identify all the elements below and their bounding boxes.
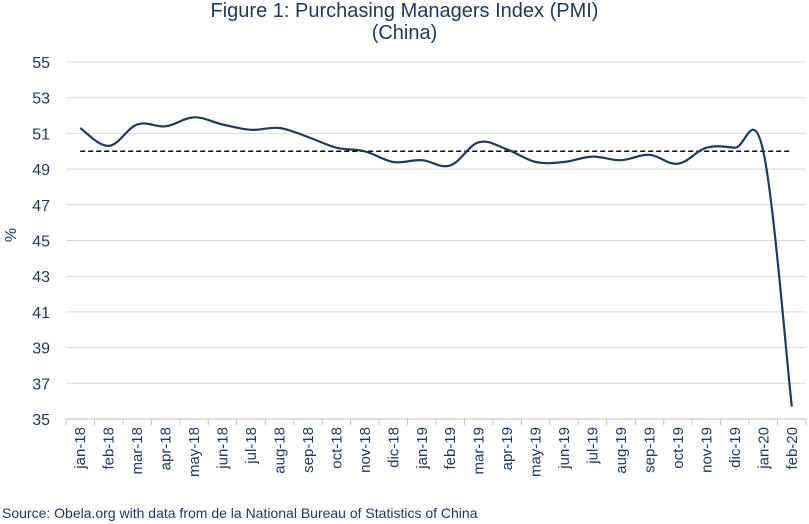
y-tick-label: 41 bbox=[32, 305, 50, 322]
x-tick-label: jan-18 bbox=[72, 427, 89, 470]
x-tick-label: dic-19 bbox=[727, 427, 744, 468]
x-tick-label: may-18 bbox=[186, 427, 203, 477]
y-tick-label: 47 bbox=[32, 198, 50, 215]
x-tick-label: feb-20 bbox=[784, 427, 801, 470]
x-tick-label: jul-18 bbox=[243, 427, 260, 465]
series-line-pmi bbox=[79, 116, 793, 407]
x-tick-label: mar-18 bbox=[129, 427, 146, 475]
x-tick-label: aug-19 bbox=[613, 427, 630, 474]
x-tick-label: aug-18 bbox=[271, 427, 288, 474]
x-tick-label: apr-19 bbox=[499, 427, 516, 470]
x-tick-label: nov-19 bbox=[698, 427, 715, 473]
x-tick-label: apr-18 bbox=[158, 427, 175, 470]
y-tick-label: 37 bbox=[32, 376, 50, 393]
x-tick-label: jun-19 bbox=[556, 427, 573, 470]
y-tick-label: 45 bbox=[32, 234, 50, 251]
y-tick-label: 39 bbox=[32, 341, 50, 358]
source-note: Source: Obela.org with data from de la N… bbox=[2, 505, 478, 521]
x-tick-label: jan-19 bbox=[414, 427, 431, 470]
x-tick-label: dic-18 bbox=[385, 427, 402, 468]
x-tick-label: oct-19 bbox=[670, 427, 687, 469]
y-tick-label: 53 bbox=[32, 91, 50, 108]
y-tick-label: 55 bbox=[32, 55, 50, 72]
y-tick-label: 49 bbox=[32, 162, 50, 179]
y-tick-label: 43 bbox=[32, 269, 50, 286]
chart-subtitle: (China) bbox=[371, 22, 438, 44]
y-tick-label: 51 bbox=[32, 126, 50, 143]
x-tick-label: feb-18 bbox=[101, 427, 118, 470]
y-axis-label: % bbox=[3, 228, 20, 242]
x-tick-label: sep-18 bbox=[300, 427, 317, 473]
x-tick-label: nov-18 bbox=[357, 427, 374, 473]
x-tick-label: feb-19 bbox=[442, 427, 459, 470]
chart-title: Figure 1: Purchasing Managers Index (PMI… bbox=[210, 0, 599, 22]
x-tick-label: may-19 bbox=[528, 427, 545, 477]
x-tick-label: jun-18 bbox=[215, 427, 232, 470]
x-tick-label: sep-19 bbox=[641, 427, 658, 473]
x-tick-label: jan-20 bbox=[755, 427, 772, 470]
x-tick-label: mar-19 bbox=[471, 427, 488, 475]
y-tick-label: 35 bbox=[32, 412, 50, 429]
x-tick-label: jul-19 bbox=[585, 427, 602, 465]
x-tick-label: oct-18 bbox=[328, 427, 345, 469]
